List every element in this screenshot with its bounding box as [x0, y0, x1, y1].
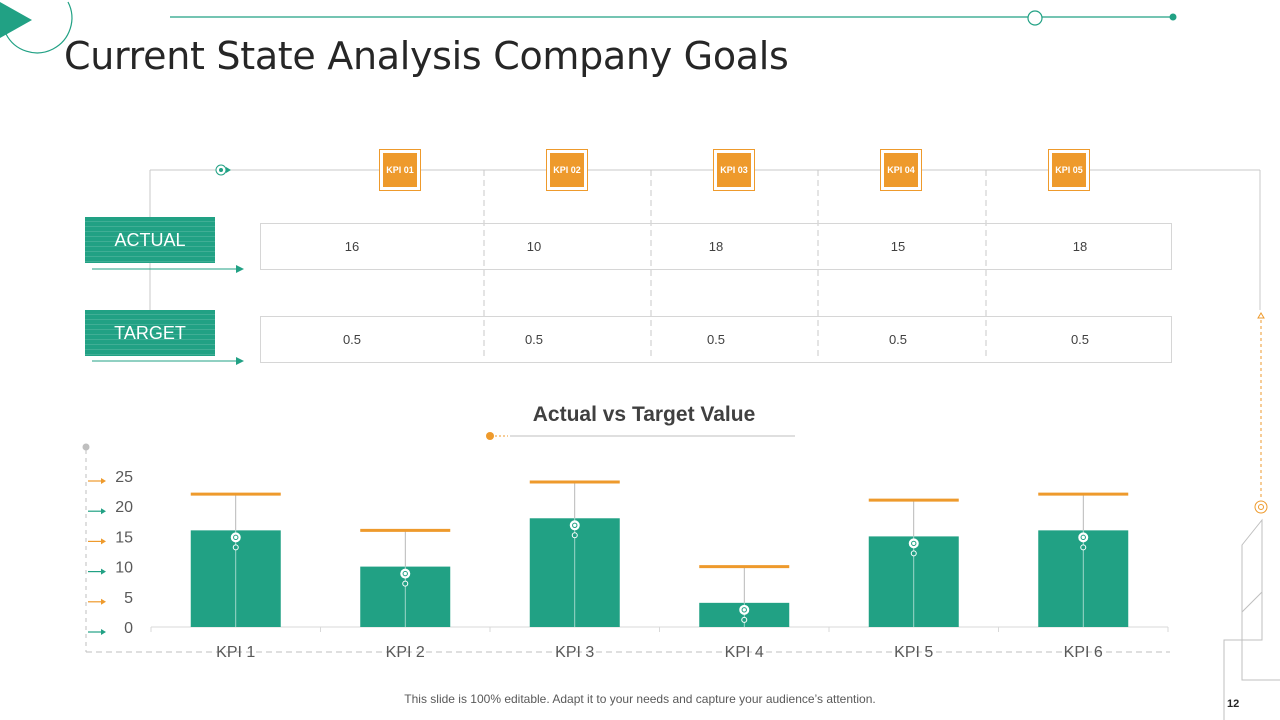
bar-marker [400, 568, 411, 579]
actual-value-cell: 10 [526, 239, 542, 254]
bar-marker-small [910, 550, 917, 557]
x-tick-label: KPI 6 [1064, 644, 1103, 661]
y-tick-arrow-icon [101, 598, 106, 605]
kpi-header-badge: KPI 02 [550, 153, 584, 187]
kpi-header-badge: KPI 01 [383, 153, 417, 187]
top-rule-dot [1169, 13, 1177, 21]
x-tick-label: KPI 5 [894, 644, 933, 661]
bar-marker-small [402, 580, 409, 587]
y-tick-label: 25 [115, 469, 133, 486]
bar-marker-inner [741, 607, 747, 613]
y-tick-arrow-icon [101, 508, 106, 515]
bar-marker-small [1080, 544, 1087, 551]
y-tick-arrow-icon [101, 538, 106, 545]
target-arrow-icon [236, 357, 244, 365]
target-values-row: 0.5 0.5 0.5 0.5 0.5 [260, 316, 1172, 363]
y-tick-label: 20 [115, 499, 133, 516]
bar-marker [908, 538, 919, 549]
y-tick-arrow-icon [101, 629, 106, 635]
actual-value-cell: 18 [1072, 239, 1088, 254]
bar-marker-small [232, 544, 239, 551]
corner-arc [5, 1, 73, 54]
kpi-header-badge: KPI 03 [717, 153, 751, 187]
bar-marker-small [571, 532, 578, 539]
bar-marker [569, 520, 580, 531]
target-value-cell: 0.5 [888, 332, 908, 347]
target-value-cell: 0.5 [1070, 332, 1090, 347]
connector-arrow-icon [226, 167, 231, 173]
actual-values-row: 16 10 18 15 18 [260, 223, 1172, 270]
y-tick-label: 15 [115, 529, 133, 546]
bar-marker-inner [402, 570, 408, 577]
y-tick-label: 10 [115, 560, 133, 577]
bar-marker [739, 604, 750, 615]
row-label-target: TARGET [85, 310, 215, 356]
y-tick-arrow-icon [101, 478, 106, 484]
chart-title: Actual vs Target Value [532, 403, 756, 426]
bar-marker [230, 532, 241, 543]
bar-marker-inner [233, 534, 239, 541]
x-tick-label: KPI 4 [725, 644, 764, 661]
footer-note: This slide is 100% editable. Adapt it to… [404, 692, 876, 706]
actual-value-cell: 16 [344, 239, 360, 254]
top-rule-circle [1027, 10, 1043, 26]
actual-arrow-icon [236, 265, 244, 273]
bar-marker-small [741, 616, 748, 623]
right-target-icon [1254, 500, 1268, 514]
right-frame-inner [1241, 612, 1280, 681]
corner-triangle-icon [0, 2, 32, 38]
axis-top-dot [82, 443, 90, 451]
kpi-header-badge: KPI 04 [884, 153, 918, 187]
x-tick-label: KPI 1 [216, 644, 255, 661]
actual-value-cell: 15 [890, 239, 906, 254]
bar-marker-inner [572, 522, 578, 528]
y-tick-label: 5 [124, 590, 133, 607]
bar-marker-inner [1080, 534, 1086, 541]
y-tick-label: 0 [124, 620, 133, 637]
bar-marker [1078, 532, 1089, 543]
page-number: 12 [1227, 698, 1240, 710]
target-value-cell: 0.5 [524, 332, 544, 347]
right-arrow-icon [1257, 312, 1265, 319]
right-frame [1223, 590, 1263, 720]
x-tick-label: KPI 3 [555, 644, 594, 661]
page-title: Current State Analysis Company Goals [64, 34, 789, 78]
target-value-cell: 0.5 [342, 332, 362, 347]
kpi-header-badge: KPI 05 [1052, 153, 1086, 187]
bar-marker-inner [911, 540, 917, 547]
target-value-cell: 0.5 [706, 332, 726, 347]
row-label-actual: ACTUAL [85, 217, 215, 263]
actual-value-cell: 18 [708, 239, 724, 254]
x-tick-label: KPI 2 [386, 644, 425, 661]
chart-title-dot [486, 432, 494, 440]
y-tick-arrow-icon [101, 568, 106, 575]
